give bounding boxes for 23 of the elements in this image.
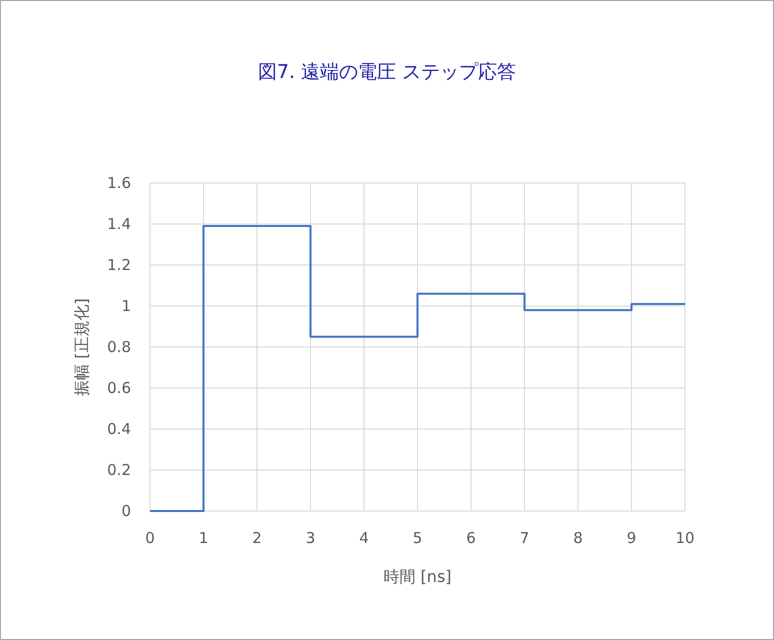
x-tick-label: 0 <box>145 529 155 547</box>
y-tick-label: 1.6 <box>107 174 131 192</box>
x-tick-label: 6 <box>466 529 476 547</box>
y-tick-label: 1.4 <box>107 215 131 233</box>
x-tick-label: 8 <box>573 529 583 547</box>
x-tick-label: 4 <box>359 529 369 547</box>
x-tick-label: 5 <box>412 529 422 547</box>
y-tick-label: 0.4 <box>107 420 131 438</box>
x-tick-label: 1 <box>198 529 208 547</box>
x-tick-label: 2 <box>252 529 262 547</box>
chart-title: 図7. 遠端の電圧 ステップ応答 <box>258 61 516 83</box>
x-tick-label: 10 <box>675 529 695 547</box>
x-tick-label: 7 <box>520 529 530 547</box>
y-tick-label: 0.8 <box>107 338 131 356</box>
y-tick-label: 1 <box>121 297 131 315</box>
y-tick-label: 1.2 <box>107 256 131 274</box>
y-axis-title: 振幅 [正規化] <box>72 298 91 396</box>
y-tick-label: 0.6 <box>107 379 131 397</box>
x-tick-label: 3 <box>306 529 316 547</box>
x-tick-label: 9 <box>626 529 636 547</box>
x-axis-title: 時間 [ns] <box>383 567 452 586</box>
y-tick-label: 0 <box>121 502 131 520</box>
y-tick-label: 0.2 <box>107 461 131 479</box>
